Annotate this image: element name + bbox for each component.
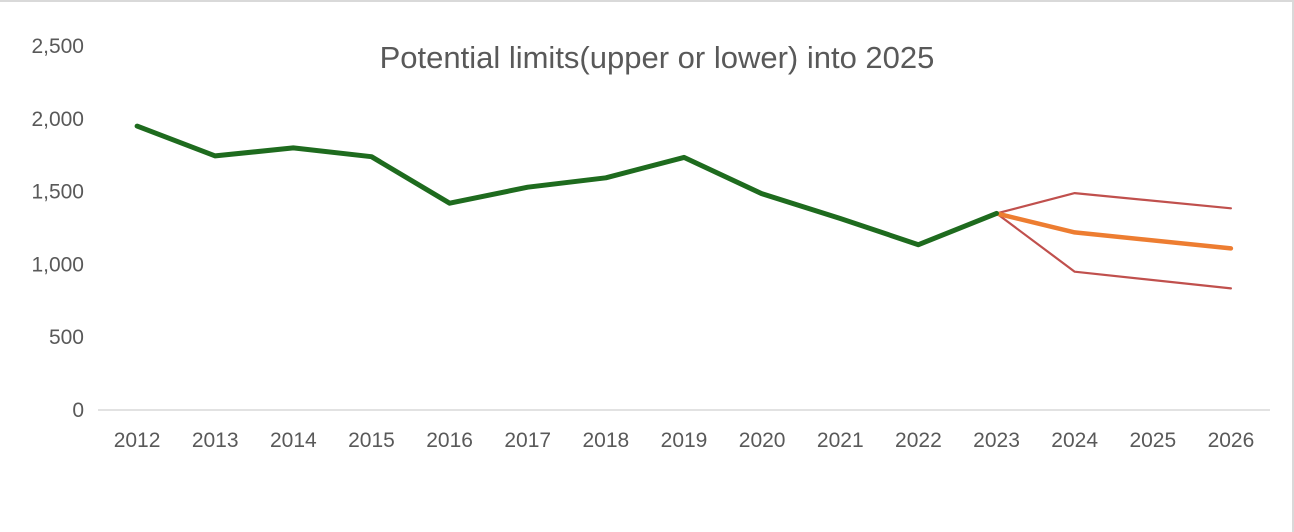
series-line-upper-bound [995,192,1232,215]
chart-title: Potential limits(upper or lower) into 20… [380,40,935,75]
x-axis: 2012 2013 2014 2015 2016 2017 2018 2019 2020 2021… [114,429,1255,452]
y-tick-label: 0 [72,399,84,422]
y-axis: 0 500 1,000 1,500 2,000 2,500 [31,35,84,422]
x-tick-label: 2018 [583,429,630,452]
x-tick-label: 2014 [270,429,317,452]
x-tick-label: 2024 [1051,429,1098,452]
x-tick-label: 2017 [504,429,551,452]
x-tick-label: 2023 [973,429,1020,452]
y-tick-label: 1,500 [31,181,84,204]
y-tick-label: 500 [49,326,84,349]
series-line-lower-bound [995,212,1232,290]
x-tick-label: 2022 [895,429,942,452]
y-tick-label: 1,000 [31,253,84,276]
x-tick-label: 2016 [426,429,473,452]
x-tick-label: 2013 [192,429,239,452]
x-tick-label: 2021 [817,429,864,452]
series-line-forecast [994,211,1234,251]
series-layer [134,123,1234,290]
y-tick-label: 2,500 [31,35,84,58]
x-tick-label: 2019 [661,429,708,452]
y-tick-label: 2,000 [31,108,84,131]
x-tick-label: 2015 [348,429,395,452]
x-tick-label: 2012 [114,429,161,452]
x-tick-label: 2026 [1208,429,1255,452]
series-line-actual [134,123,999,248]
x-tick-label: 2020 [739,429,786,452]
x-tick-label: 2025 [1129,429,1176,452]
